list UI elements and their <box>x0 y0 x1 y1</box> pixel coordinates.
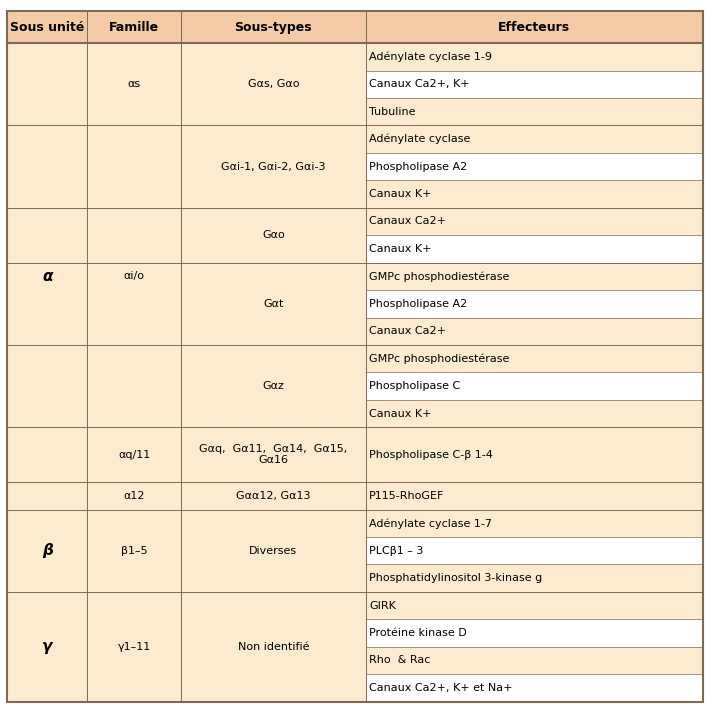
Text: P115-RhoGEF: P115-RhoGEF <box>369 491 445 501</box>
Text: Phosphatidylinositol 3-kinase g: Phosphatidylinositol 3-kinase g <box>369 573 542 583</box>
Text: GMPc phosphodiestérase: GMPc phosphodiestérase <box>369 354 510 364</box>
Text: Canaux Ca2+: Canaux Ca2+ <box>369 327 446 337</box>
Text: Gαα12, Gα13: Gαα12, Gα13 <box>236 491 310 501</box>
Text: Gαq,  Gα11,  Gα14,  Gα15,
Gα16: Gαq, Gα11, Gα14, Gα15, Gα16 <box>199 444 348 466</box>
Text: Protéine kinase D: Protéine kinase D <box>369 628 467 638</box>
Text: Canaux K+: Canaux K+ <box>369 409 431 419</box>
Text: GIRK: GIRK <box>369 600 396 610</box>
Text: γ: γ <box>42 640 52 655</box>
Bar <box>8 482 703 510</box>
Bar <box>8 510 703 592</box>
Text: Canaux K+: Canaux K+ <box>369 244 431 254</box>
Text: αs: αs <box>128 79 141 89</box>
Text: Adénylate cyclase 1-9: Adénylate cyclase 1-9 <box>369 51 492 62</box>
Bar <box>8 262 703 345</box>
Bar <box>366 372 703 400</box>
Bar <box>8 125 703 207</box>
Text: αq/11: αq/11 <box>118 450 151 460</box>
Bar <box>8 43 703 125</box>
Bar <box>366 235 703 262</box>
Text: Famille: Famille <box>110 21 159 34</box>
Text: Diverses: Diverses <box>250 545 298 555</box>
Text: Gαz: Gαz <box>262 381 284 391</box>
Bar <box>8 427 703 482</box>
Text: GMPc phosphodiestérase: GMPc phosphodiestérase <box>369 271 510 282</box>
Bar <box>366 674 703 702</box>
Text: Sous unité: Sous unité <box>11 21 85 34</box>
Bar <box>366 290 703 317</box>
Text: β: β <box>42 543 53 558</box>
Text: Adénylate cyclase: Adénylate cyclase <box>369 134 470 145</box>
Text: γ1–11: γ1–11 <box>118 642 151 652</box>
Bar <box>8 345 703 427</box>
Text: Gαs, Gαo: Gαs, Gαo <box>247 79 299 89</box>
Text: Canaux K+: Canaux K+ <box>369 189 431 199</box>
Text: Rho  & Rac: Rho & Rac <box>369 655 431 665</box>
Text: Sous-types: Sous-types <box>235 21 312 34</box>
Text: PLCβ1 – 3: PLCβ1 – 3 <box>369 545 423 555</box>
Text: Non identifié: Non identifié <box>238 642 309 652</box>
Text: Phospholipase C: Phospholipase C <box>369 381 460 391</box>
Text: Canaux Ca2+: Canaux Ca2+ <box>369 217 446 227</box>
Text: Effecteurs: Effecteurs <box>498 21 571 34</box>
Bar <box>366 537 703 565</box>
Bar <box>8 207 703 262</box>
Text: Gαo: Gαo <box>262 230 285 240</box>
Text: Tubuline: Tubuline <box>369 107 416 117</box>
Text: Gαi-1, Gαi-2, Gαi-3: Gαi-1, Gαi-2, Gαi-3 <box>221 162 326 172</box>
Bar <box>366 620 703 647</box>
Bar <box>366 153 703 180</box>
Text: α: α <box>42 269 53 284</box>
Bar <box>366 71 703 98</box>
Text: Canaux Ca2+, K+ et Na+: Canaux Ca2+, K+ et Na+ <box>369 683 513 693</box>
Bar <box>8 11 703 43</box>
Text: Phospholipase C-β 1-4: Phospholipase C-β 1-4 <box>369 450 493 460</box>
Text: Phospholipase A2: Phospholipase A2 <box>369 162 467 172</box>
Text: Canaux Ca2+, K+: Canaux Ca2+, K+ <box>369 79 469 89</box>
Text: Phospholipase A2: Phospholipase A2 <box>369 299 467 309</box>
Text: β1–5: β1–5 <box>121 545 148 555</box>
Text: Gαt: Gαt <box>263 299 284 309</box>
Text: α12: α12 <box>124 491 145 501</box>
Text: αi/o: αi/o <box>124 272 145 282</box>
Text: Adénylate cyclase 1-7: Adénylate cyclase 1-7 <box>369 518 492 528</box>
Bar <box>8 592 703 702</box>
